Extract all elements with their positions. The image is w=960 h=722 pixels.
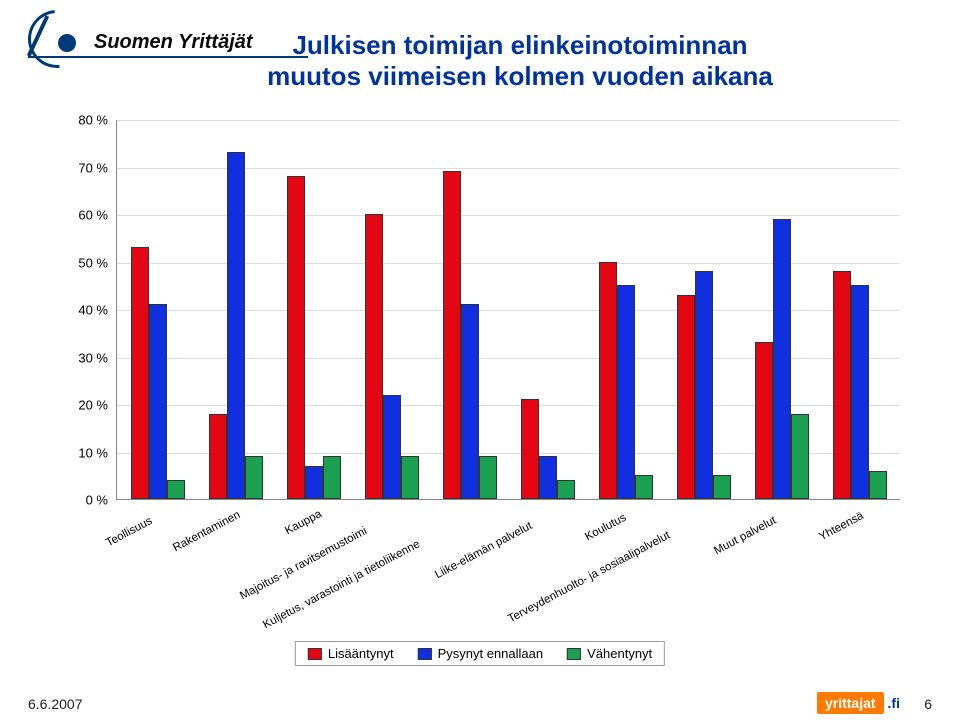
legend-label: Lisääntynyt <box>328 646 394 661</box>
chart-title-line2: muutos viimeisen kolmen vuoden aikana <box>210 61 830 92</box>
chart-bar <box>209 414 227 500</box>
chart-bar <box>755 342 773 499</box>
chart-bar <box>443 171 461 499</box>
chart-category-label: Koulutus <box>584 511 629 543</box>
chart-bar <box>869 471 887 500</box>
footer-brand-name: yrittajat <box>817 692 884 714</box>
legend-label: Vähentynyt <box>587 646 652 661</box>
chart-bar <box>791 414 809 500</box>
chart-title-line1: Julkisen toimijan elinkeinotoiminnan <box>210 30 830 61</box>
chart-legend: Lisääntynyt Pysynyt ennallaan Vähentynyt <box>295 641 665 666</box>
slide: Suomen Yrittäjät Julkisen toimijan elink… <box>0 0 960 722</box>
legend-item: Vähentynyt <box>567 646 652 661</box>
legend-label: Pysynyt ennallaan <box>438 646 544 661</box>
chart-category-label: Liike-elämän palvelut <box>433 520 534 581</box>
chart: 0 %10 %20 %30 %40 %50 %60 %70 %80 %Teoll… <box>60 120 900 580</box>
chart-bar <box>479 456 497 499</box>
chart-bar <box>635 475 653 499</box>
legend-item: Pysynyt ennallaan <box>418 646 544 661</box>
chart-ytick-label: 0 % <box>58 493 108 508</box>
chart-bar <box>287 176 305 499</box>
chart-ytick-label: 20 % <box>58 398 108 413</box>
chart-category-label: Terveydenhuolto- ja sosiaalipalvelut <box>506 530 672 626</box>
chart-category-label: Majoitus- ja ravitsemustoimi <box>238 525 369 602</box>
chart-category-label: Teollisuus <box>105 515 155 549</box>
chart-bar <box>521 399 539 499</box>
chart-ytick-label: 60 % <box>58 208 108 223</box>
chart-bar <box>401 456 419 499</box>
footer-page-number: 6 <box>924 696 932 712</box>
chart-bar <box>677 295 695 499</box>
chart-category-label: Muut palvelut <box>712 515 778 558</box>
chart-bar <box>461 304 479 499</box>
chart-ytick-label: 80 % <box>58 113 108 128</box>
chart-bar <box>617 285 635 499</box>
chart-bar <box>695 271 713 499</box>
chart-category-label: Kuljetus, varastointi ja tietoliikenne <box>261 539 422 632</box>
chart-bar <box>539 456 557 499</box>
chart-bar <box>383 395 401 500</box>
chart-bar <box>713 475 731 499</box>
chart-bar <box>245 456 263 499</box>
legend-swatch <box>567 648 581 660</box>
footer-brand-logo: yrittajat .fi <box>817 692 900 714</box>
legend-item: Lisääntynyt <box>308 646 394 661</box>
chart-bar <box>851 285 869 499</box>
chart-ytick-label: 50 % <box>58 255 108 270</box>
chart-category-label: Rakentaminen <box>171 509 242 554</box>
footer-brand-suffix: .fi <box>888 695 900 711</box>
chart-bar <box>149 304 167 499</box>
chart-bar <box>167 480 185 499</box>
chart-ytick-label: 40 % <box>58 303 108 318</box>
chart-bar <box>599 262 617 500</box>
chart-bar <box>557 480 575 499</box>
chart-category-label: Yhteensä <box>818 510 867 543</box>
legend-swatch <box>308 648 322 660</box>
brand-logo-mark <box>28 18 88 54</box>
chart-bar <box>227 152 245 499</box>
chart-ytick-label: 30 % <box>58 350 108 365</box>
chart-plot-area <box>116 120 900 500</box>
chart-bar <box>833 271 851 499</box>
chart-ytick-label: 10 % <box>58 445 108 460</box>
chart-title: Julkisen toimijan elinkeinotoiminnan muu… <box>210 30 830 92</box>
chart-bar <box>365 214 383 499</box>
footer-date: 6.6.2007 <box>28 696 83 712</box>
legend-swatch <box>418 648 432 660</box>
chart-bar <box>305 466 323 499</box>
chart-category-label: Kauppa <box>283 508 324 537</box>
chart-bar <box>323 456 341 499</box>
chart-ytick-label: 70 % <box>58 160 108 175</box>
chart-gridline <box>117 120 900 121</box>
chart-bar <box>773 219 791 499</box>
chart-bar <box>131 247 149 499</box>
